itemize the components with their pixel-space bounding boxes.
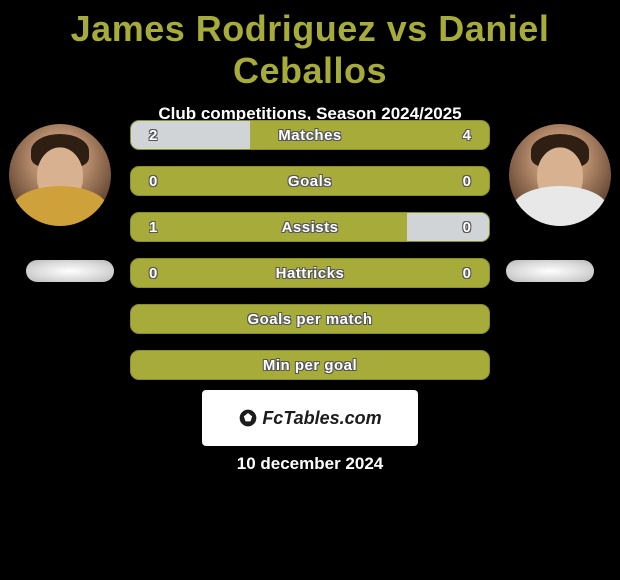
stat-label: Hattricks <box>131 259 489 288</box>
stat-value-right: 4 <box>463 121 471 150</box>
page-title: James Rodriguez vs Daniel Ceballos <box>0 0 620 92</box>
stat-label: Goals <box>131 167 489 196</box>
stat-row: 2Matches4 <box>130 120 490 150</box>
stat-label: Matches <box>131 121 489 150</box>
stat-row: Min per goal <box>130 350 490 380</box>
stat-value-right: 0 <box>463 213 471 242</box>
soccer-ball-icon <box>238 408 258 428</box>
stat-row: 0Hattricks0 <box>130 258 490 288</box>
team-badge-right <box>506 260 594 282</box>
team-badge-left <box>26 260 114 282</box>
player-left-avatar <box>9 124 111 226</box>
stat-value-right: 0 <box>463 259 471 288</box>
brand-text: FcTables.com <box>262 408 381 429</box>
stat-row: 1Assists0 <box>130 212 490 242</box>
stat-row: Goals per match <box>130 304 490 334</box>
brand-logo[interactable]: FcTables.com <box>202 390 418 446</box>
stats-container: 2Matches40Goals01Assists00Hattricks0Goal… <box>130 120 490 396</box>
stat-label: Min per goal <box>131 351 489 380</box>
stat-label: Assists <box>131 213 489 242</box>
date-label: 10 december 2024 <box>0 454 620 474</box>
stat-value-right: 0 <box>463 167 471 196</box>
stat-row: 0Goals0 <box>130 166 490 196</box>
stat-label: Goals per match <box>131 305 489 334</box>
player-right-avatar <box>509 124 611 226</box>
